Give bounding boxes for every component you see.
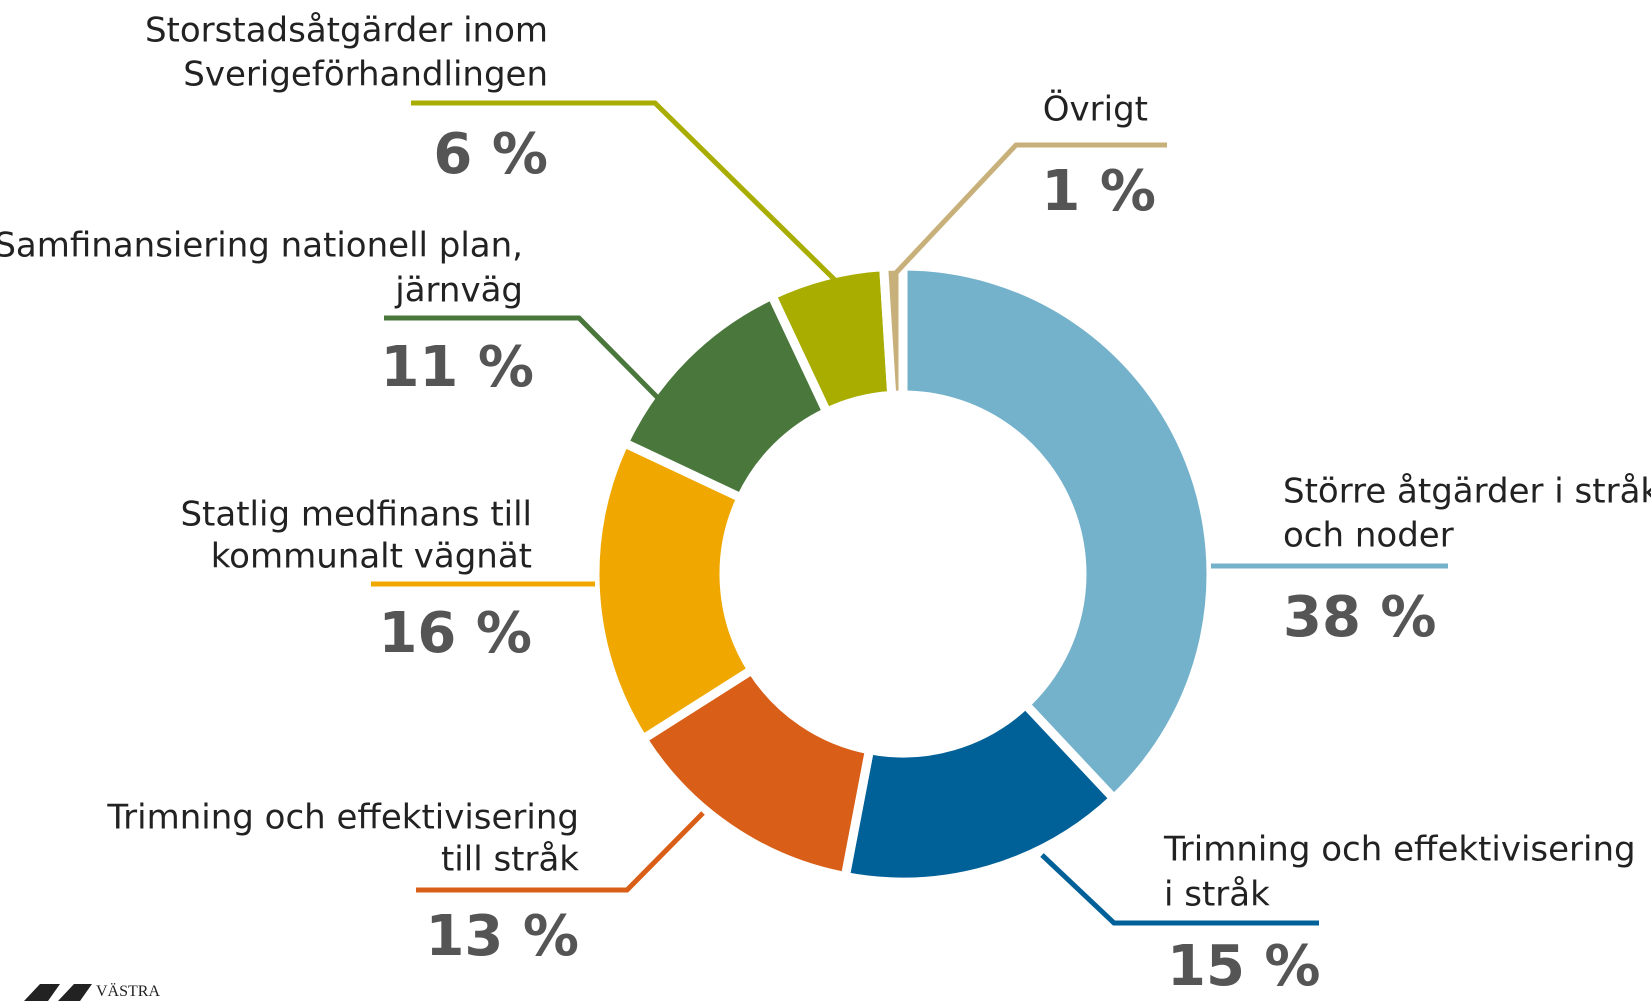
leader-line: [416, 811, 705, 893]
segment-label: Storstadsåtgärder inom: [145, 11, 548, 51]
donut-segment: [590, 436, 759, 746]
segment-label: järnväg: [394, 271, 523, 311]
segment-label: Statlig medfinans till: [180, 495, 532, 535]
segment-label: Större åtgärder i stråk: [1283, 472, 1651, 512]
logo-text: VÄSTRA: [96, 982, 160, 1000]
value-label: 11 %: [380, 335, 534, 400]
segment-label: Övrigt: [1043, 89, 1148, 130]
segment-label: Sverigeförhandlingen: [183, 55, 548, 95]
value-label: 6 %: [433, 122, 548, 187]
value-label: 38 %: [1283, 585, 1437, 650]
segment-label: Trimning och effektivisering: [1163, 830, 1636, 870]
segment-label: i stråk: [1164, 875, 1270, 915]
leader-line: [411, 100, 839, 284]
logo-mark: [24, 984, 92, 1001]
value-label: 15 %: [1167, 934, 1321, 999]
value-label: 16 %: [378, 601, 532, 666]
segment-label: kommunalt vägnät: [211, 537, 532, 577]
segment-label: Trimning och effektivisering: [106, 798, 579, 838]
segment-label: och noder: [1283, 516, 1454, 556]
segment-label: till stråk: [441, 840, 579, 880]
donut-segment: [878, 261, 908, 401]
leader-line: [1040, 853, 1319, 926]
segment-label: Samfinansiering nationell plan,: [0, 226, 523, 266]
logo: VÄSTRA: [24, 982, 160, 1001]
leader-line: [384, 315, 660, 400]
value-label: 13 %: [425, 904, 579, 969]
donut-segment: [898, 261, 1216, 805]
value-label: 1 %: [1041, 159, 1156, 224]
leader-line: [891, 142, 1167, 278]
